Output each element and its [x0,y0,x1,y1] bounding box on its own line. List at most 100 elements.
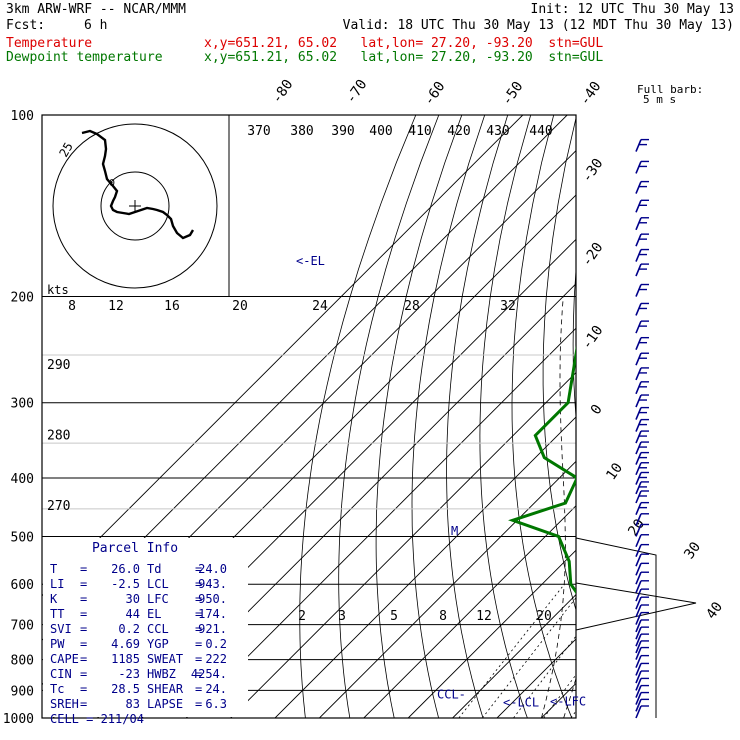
wind-barb [635,534,642,548]
wind-barb [635,612,642,625]
dry-adiabat [735,115,740,718]
wind-barb [635,490,642,504]
parcel-row-value: -2.5 [111,577,140,591]
moist-adiabat [608,297,715,719]
theta-label: 420 [447,124,470,139]
wind-barbs: Full barb:5 m s [635,83,703,719]
isotherm [230,371,576,718]
legend-dewpoint-location: x,y=651.21, 65.02 lat,lon= 27.20, -93.20… [204,50,604,65]
isotherm [586,115,740,718]
dry-adiabat [658,115,740,718]
wind-barb [635,284,642,297]
parcel-levels: <-EL <-LCL <-LFC CCL- M [296,254,586,710]
isotherm [675,115,740,718]
wind-barb [635,320,642,334]
m-marker: M [451,524,458,538]
pressure-tick-label: 300 [11,397,34,412]
parcel-row-label: T [50,562,57,576]
theta-label: 270 [47,499,70,514]
isotherm [496,638,576,718]
isotherm-label: -50 [499,79,527,109]
parcel-row-label: YGP [147,637,169,651]
wind-barb [635,352,642,366]
speed-tick-label: 8 [68,299,76,314]
parcel-info-title: Parcel Info [92,541,178,556]
parcel-row-equals: = [195,697,202,711]
parcel-row-value: 44 [126,607,140,621]
wind-barb [635,367,642,381]
pressure-tick-label: 800 [11,654,34,669]
diagram-frame [41,114,697,719]
isotherm [274,416,576,718]
wind-barb [635,462,642,476]
wind-barb [635,407,642,420]
parcel-row-label: TT [50,607,64,621]
speed-tick-label: 16 [164,299,180,314]
parcel-row-equals: = [195,622,202,636]
wind-barb [635,524,642,537]
wind-barb [635,640,642,654]
isotherm-label: 30 [681,539,704,562]
wind-barb [635,419,642,432]
wind-barb [635,161,642,174]
isotherm [407,549,576,718]
parcel-row-equals: = [80,682,87,696]
isotherm-label: -20 [579,240,607,270]
barb-legend-unit: 5 m s [643,93,676,106]
parcel-row-label: Td [147,562,161,576]
forecast-value: 6 h [84,18,108,33]
wind-barb [635,633,642,647]
isotherm-label: -30 [579,156,607,186]
plot-border [41,114,577,719]
theta-label: 380 [290,124,313,139]
parcel-row-equals: = [195,577,202,591]
isotherm-label: 20 [625,516,648,539]
parcel-row-label: Tc [50,682,64,696]
parcel-row-value: 4.69 [111,637,140,651]
wind-barb [635,263,642,277]
wind-barb [635,655,642,668]
wind-barb [635,481,642,495]
wind-barb [635,199,642,213]
valid-time: Valid: 18 UTC Thu 30 May 13 (12 MDT Thu … [342,18,734,33]
parcel-row-equals: = [195,592,202,606]
legend-temperature: Temperature [6,36,93,51]
parcel-row-value: -23 [118,667,140,681]
wind-barb [635,619,642,633]
wind-barb [635,678,642,691]
mixing-ratio-label: 3 [338,609,346,624]
wind-barb [635,303,642,316]
parcel-row-label: LFC [147,592,169,606]
parcel-row-label: K [50,592,58,606]
wind-barb [635,452,642,465]
isotherm-label: 40 [703,599,726,622]
wind-barb [635,596,642,610]
parcel-row-value: 0.2 [205,637,227,651]
pressure-tick-label: 100 [11,109,34,124]
ccl-marker: CCL- [437,687,466,701]
side-axis [575,582,697,631]
parcel-row-value: 83 [126,697,140,711]
parcel-row-label: CIN [50,667,72,681]
theta-label: 410 [408,124,431,139]
mixing-ratio-label: 2 [298,609,306,624]
parcel-row-value: 24. [205,682,227,696]
wind-barb [635,249,642,262]
parcel-row-value: 1185 [111,652,140,666]
parcel-row-equals: = [195,637,202,651]
parcel-row-value: 30 [126,592,140,606]
wind-barb [635,699,642,712]
parcel-row-value: 0.2 [118,622,140,636]
parcel-row-value: 26.0 [111,562,140,576]
parcel-row-value: 6.3 [205,697,227,711]
theta-label: 430 [486,124,509,139]
speed-tick-label: 12 [108,299,124,314]
moist-adiabat [563,677,576,718]
wind-barb [635,663,642,676]
speed-tick-label: 32 [500,299,516,314]
wind-barb [635,692,642,705]
parcel-row-equals: = [80,637,87,651]
mixing-ratio-label: 20 [536,609,552,624]
